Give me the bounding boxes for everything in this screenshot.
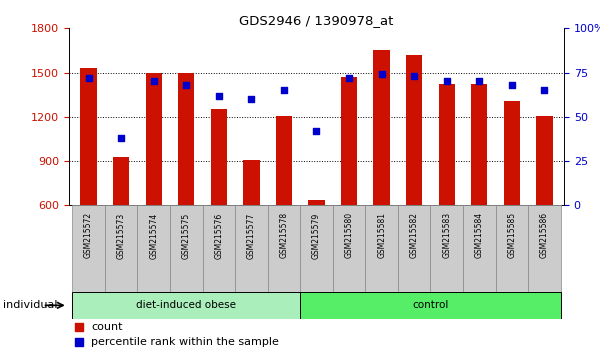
Bar — [276, 116, 292, 205]
FancyBboxPatch shape — [398, 205, 430, 292]
Point — [475, 79, 484, 84]
Title: GDS2946 / 1390978_at: GDS2946 / 1390978_at — [239, 14, 394, 27]
Text: percentile rank within the sample: percentile rank within the sample — [91, 337, 279, 348]
Text: GSM215573: GSM215573 — [116, 212, 125, 258]
Point — [312, 128, 322, 134]
Text: GSM215577: GSM215577 — [247, 212, 256, 258]
FancyBboxPatch shape — [333, 205, 365, 292]
FancyBboxPatch shape — [430, 205, 463, 292]
Point — [539, 87, 549, 93]
Point — [116, 135, 126, 141]
Point — [84, 75, 94, 81]
Text: GSM215584: GSM215584 — [475, 212, 484, 258]
Point — [409, 73, 419, 79]
Text: GSM215581: GSM215581 — [377, 212, 386, 258]
Text: GSM215586: GSM215586 — [540, 212, 549, 258]
Bar — [113, 156, 129, 205]
Text: GSM215575: GSM215575 — [182, 212, 191, 258]
Bar — [80, 68, 97, 205]
Point — [247, 96, 256, 102]
Text: control: control — [412, 300, 449, 310]
FancyBboxPatch shape — [496, 205, 528, 292]
Text: GSM215578: GSM215578 — [280, 212, 289, 258]
FancyBboxPatch shape — [72, 292, 300, 319]
FancyBboxPatch shape — [235, 205, 268, 292]
Bar — [439, 84, 455, 205]
Text: GSM215572: GSM215572 — [84, 212, 93, 258]
Bar — [536, 116, 553, 205]
Text: GSM215576: GSM215576 — [214, 212, 223, 258]
Bar — [341, 77, 357, 205]
FancyBboxPatch shape — [528, 205, 561, 292]
Bar — [308, 200, 325, 205]
Text: GSM215580: GSM215580 — [344, 212, 353, 258]
Text: GSM215582: GSM215582 — [410, 212, 419, 258]
FancyBboxPatch shape — [72, 205, 105, 292]
Point — [344, 75, 354, 81]
FancyBboxPatch shape — [300, 292, 561, 319]
Point — [181, 82, 191, 88]
Bar — [178, 73, 194, 205]
Point — [442, 79, 452, 84]
Bar — [243, 160, 260, 205]
Point — [74, 340, 84, 346]
Point — [279, 87, 289, 93]
Text: GSM215585: GSM215585 — [508, 212, 517, 258]
Text: diet-induced obese: diet-induced obese — [136, 300, 236, 310]
Point — [214, 93, 224, 98]
FancyBboxPatch shape — [137, 205, 170, 292]
Text: GSM215579: GSM215579 — [312, 212, 321, 258]
Bar — [146, 73, 162, 205]
Point — [377, 72, 386, 77]
FancyBboxPatch shape — [105, 205, 137, 292]
Bar — [504, 101, 520, 205]
FancyBboxPatch shape — [365, 205, 398, 292]
FancyBboxPatch shape — [170, 205, 203, 292]
Bar — [471, 84, 487, 205]
Point — [507, 82, 517, 88]
Point — [74, 324, 84, 329]
Text: GSM215574: GSM215574 — [149, 212, 158, 258]
Text: individual: individual — [3, 300, 58, 310]
Text: GSM215583: GSM215583 — [442, 212, 451, 258]
Bar — [211, 109, 227, 205]
Bar — [406, 55, 422, 205]
Bar — [373, 51, 390, 205]
Point — [149, 79, 158, 84]
FancyBboxPatch shape — [463, 205, 496, 292]
FancyBboxPatch shape — [268, 205, 300, 292]
FancyBboxPatch shape — [300, 205, 333, 292]
FancyBboxPatch shape — [203, 205, 235, 292]
Text: count: count — [91, 321, 123, 332]
